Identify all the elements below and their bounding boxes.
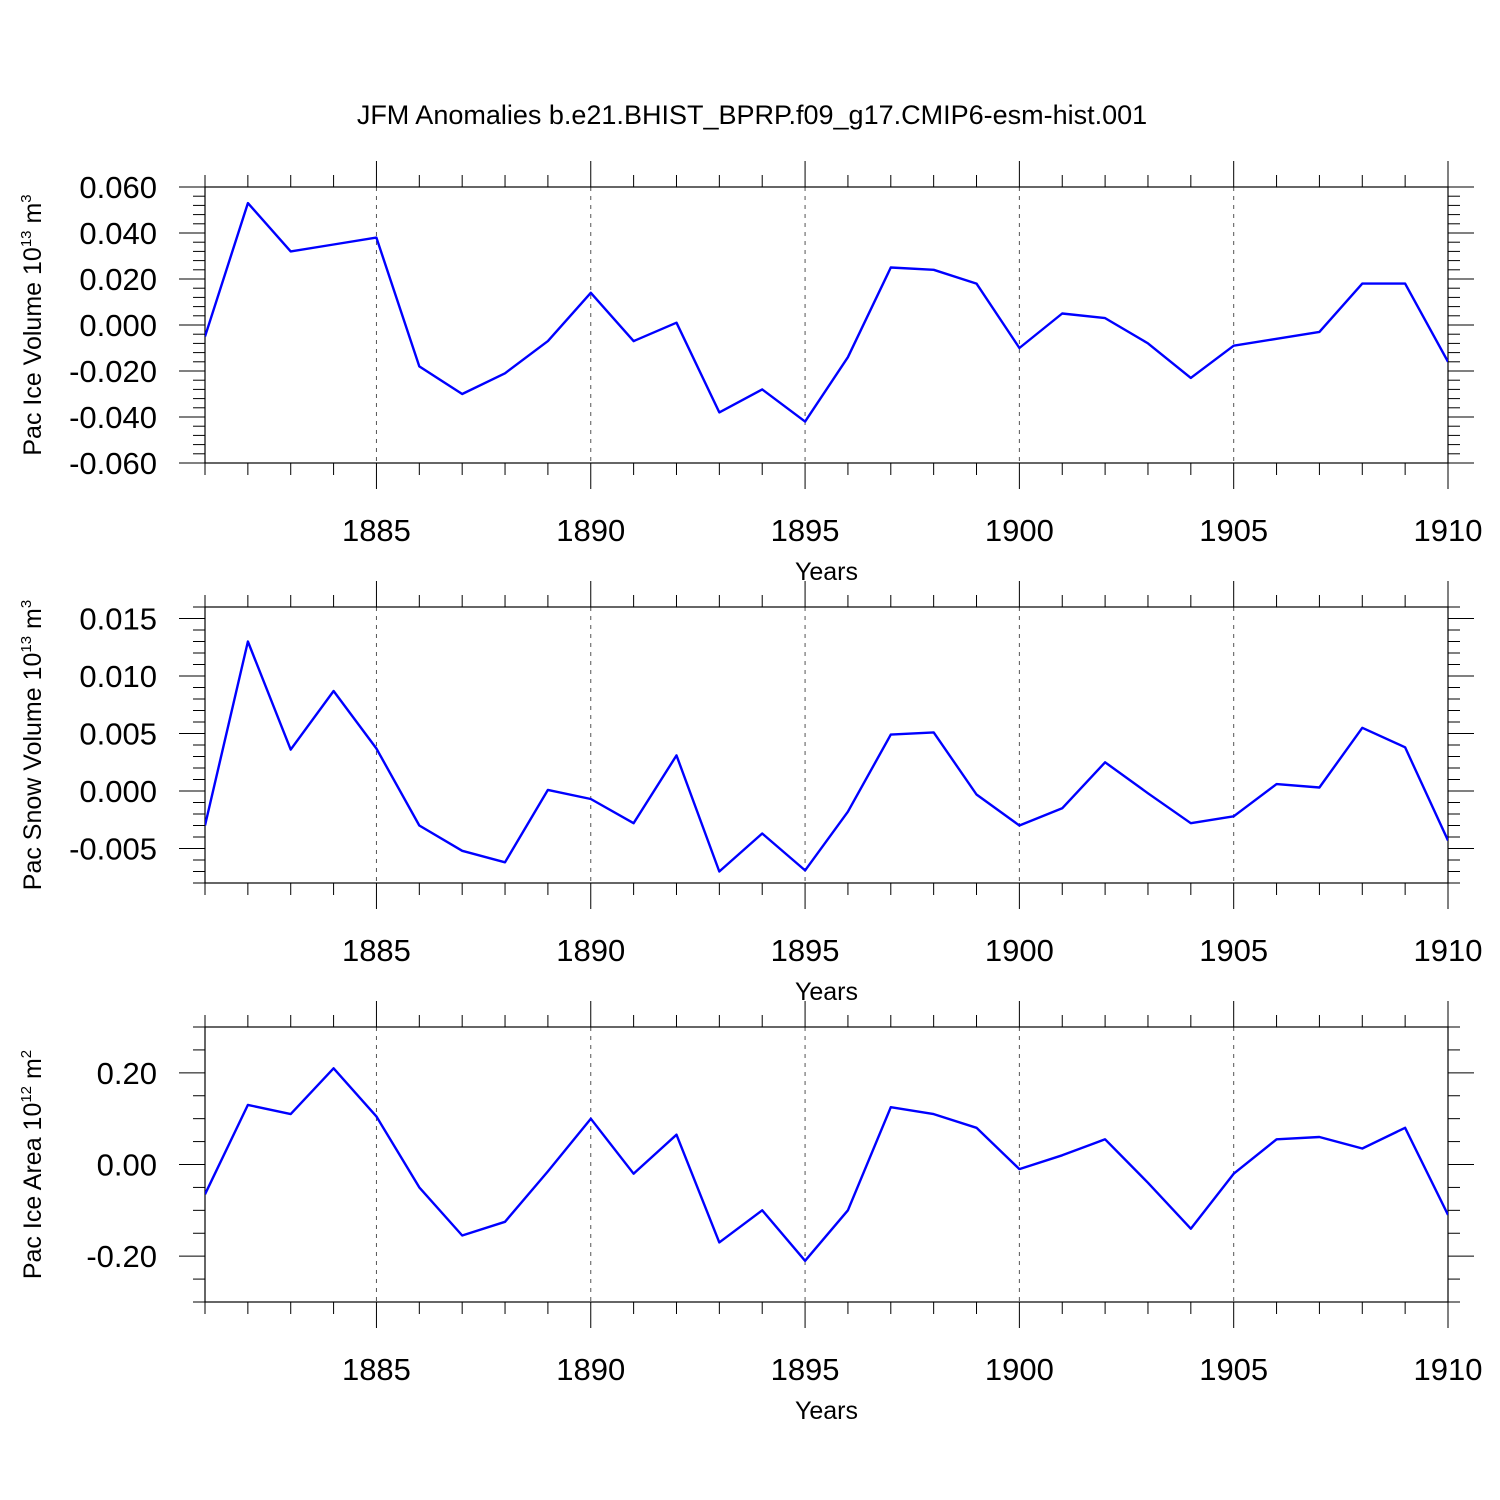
x-tick-label: 1890 bbox=[556, 513, 625, 548]
y-axis-title-exponent: 13 bbox=[18, 636, 35, 653]
chart-panel-3: -0.20 0.00 0.20 1885 1890 1895 1900 1905 1910 Yea… bbox=[18, 1001, 1482, 1425]
y-axis-title-unit-exponent: 3 bbox=[18, 600, 35, 608]
y-axis-title-text: Pac Ice Volume 10 bbox=[19, 247, 47, 455]
y-axis-title-text: Pac Ice Area 10 bbox=[19, 1103, 47, 1280]
series-line bbox=[205, 640, 1448, 873]
x-axis-title: Years bbox=[795, 558, 858, 586]
x-tick-label: 1900 bbox=[985, 513, 1054, 548]
x-tick-label: 1890 bbox=[556, 933, 625, 968]
y-tick-label: 0.060 bbox=[79, 170, 157, 205]
y-tick-label: -0.060 bbox=[69, 446, 157, 481]
plot-frame bbox=[204, 1026, 1449, 1303]
x-tick-label: 1910 bbox=[1414, 1352, 1483, 1387]
series-line bbox=[205, 1067, 1448, 1263]
x-tick-label: 1905 bbox=[1199, 933, 1268, 968]
x-tick-label: 1895 bbox=[771, 513, 840, 548]
x-tick-label: 1885 bbox=[342, 1352, 411, 1387]
y-tick-label: 0.000 bbox=[79, 774, 157, 809]
y-tick-label: 0.000 bbox=[79, 308, 157, 343]
x-tick-label: 1910 bbox=[1414, 933, 1483, 968]
y-axis-title-unit-exponent: 2 bbox=[18, 1050, 35, 1058]
plot-frame bbox=[204, 186, 1449, 464]
y-tick-label: -0.020 bbox=[69, 354, 157, 389]
y-tick-label: -0.005 bbox=[69, 832, 157, 867]
y-tick-label: -0.20 bbox=[86, 1239, 157, 1274]
y-axis-title-unit: m bbox=[19, 203, 47, 231]
x-tick-label: 1885 bbox=[342, 933, 411, 968]
x-tick-label: 1900 bbox=[985, 933, 1054, 968]
x-tick-label: 1895 bbox=[771, 933, 840, 968]
x-tick-label: 1910 bbox=[1414, 513, 1483, 548]
chart-panel-2: -0.005 0.000 0.005 0.010 0.015 1885 1890 1895 19… bbox=[18, 581, 1482, 1006]
x-tick-label: 1895 bbox=[771, 1352, 840, 1387]
x-tick-label: 1905 bbox=[1199, 513, 1268, 548]
y-axis-title-unit: m bbox=[19, 1058, 47, 1086]
x-tick-label: 1905 bbox=[1199, 1352, 1268, 1387]
y-tick-label: 0.010 bbox=[79, 659, 157, 694]
y-tick-label: 0.005 bbox=[79, 717, 157, 752]
y-tick-label: 0.00 bbox=[97, 1148, 157, 1183]
y-axis-title-exponent: 13 bbox=[18, 230, 35, 247]
y-tick-label: -0.040 bbox=[69, 400, 157, 435]
x-axis-title: Years bbox=[795, 1397, 858, 1425]
y-axis-title: Pac Ice Area 1012 m2 bbox=[18, 1050, 47, 1279]
series-line bbox=[205, 201, 1448, 423]
y-tick-label: 0.015 bbox=[79, 602, 157, 637]
y-tick-label: 0.20 bbox=[97, 1056, 157, 1091]
y-axis-title-unit: m bbox=[19, 608, 47, 636]
y-tick-label: 0.020 bbox=[79, 262, 157, 297]
y-axis-title: Pac Ice Volume 1013 m3 bbox=[18, 194, 47, 455]
y-axis-title: Pac Snow Volume 1013 m3 bbox=[18, 600, 47, 890]
chart-panel-1: -0.060 -0.040 -0.020 0.000 0.020 0.040 0.060 18… bbox=[18, 161, 1482, 586]
x-tick-label: 1900 bbox=[985, 1352, 1054, 1387]
x-tick-label: 1885 bbox=[342, 513, 411, 548]
y-axis-title-text: Pac Snow Volume 10 bbox=[19, 653, 47, 891]
figure-title: JFM Anomalies b.e21.BHIST_BPRP.f09_g17.C… bbox=[357, 100, 1147, 130]
panels: -0.060 -0.040 -0.020 0.000 0.020 0.040 0.060 18… bbox=[18, 161, 1482, 1425]
x-tick-label: 1890 bbox=[556, 1352, 625, 1387]
y-tick-label: 0.040 bbox=[79, 216, 157, 251]
x-axis-title: Years bbox=[795, 978, 858, 1006]
y-axis-title-unit-exponent: 3 bbox=[18, 194, 35, 202]
y-axis-title-exponent: 12 bbox=[18, 1086, 35, 1103]
